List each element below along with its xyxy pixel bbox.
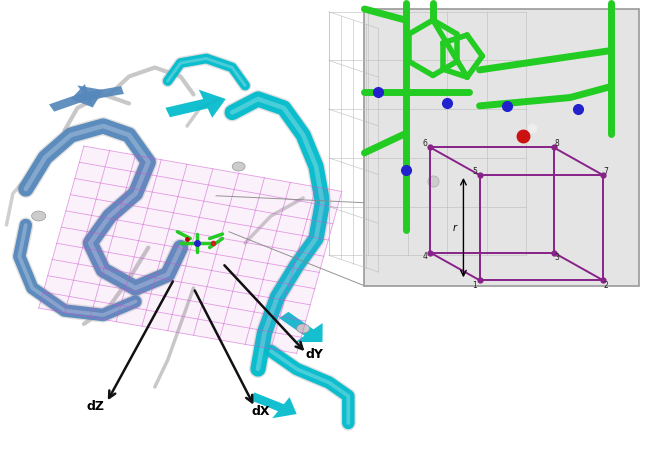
Polygon shape (279, 312, 322, 342)
Circle shape (32, 211, 46, 221)
Text: 7: 7 (604, 167, 609, 176)
Polygon shape (39, 146, 342, 353)
Text: 1: 1 (472, 281, 477, 290)
Polygon shape (49, 86, 103, 112)
Text: dX: dX (252, 405, 270, 418)
Polygon shape (71, 84, 124, 108)
Bar (364, 9, 639, 286)
Text: 4: 4 (422, 252, 428, 261)
Text: 8: 8 (555, 140, 559, 148)
Circle shape (297, 324, 310, 333)
Text: dY: dY (306, 348, 324, 361)
Text: dZ: dZ (86, 400, 104, 413)
Text: r: r (452, 223, 457, 233)
Polygon shape (166, 90, 226, 118)
Text: 2: 2 (604, 281, 608, 290)
Circle shape (232, 162, 245, 171)
Text: 6: 6 (422, 140, 428, 148)
Polygon shape (249, 392, 297, 418)
Text: 3: 3 (554, 252, 559, 261)
Text: 5: 5 (472, 167, 477, 176)
